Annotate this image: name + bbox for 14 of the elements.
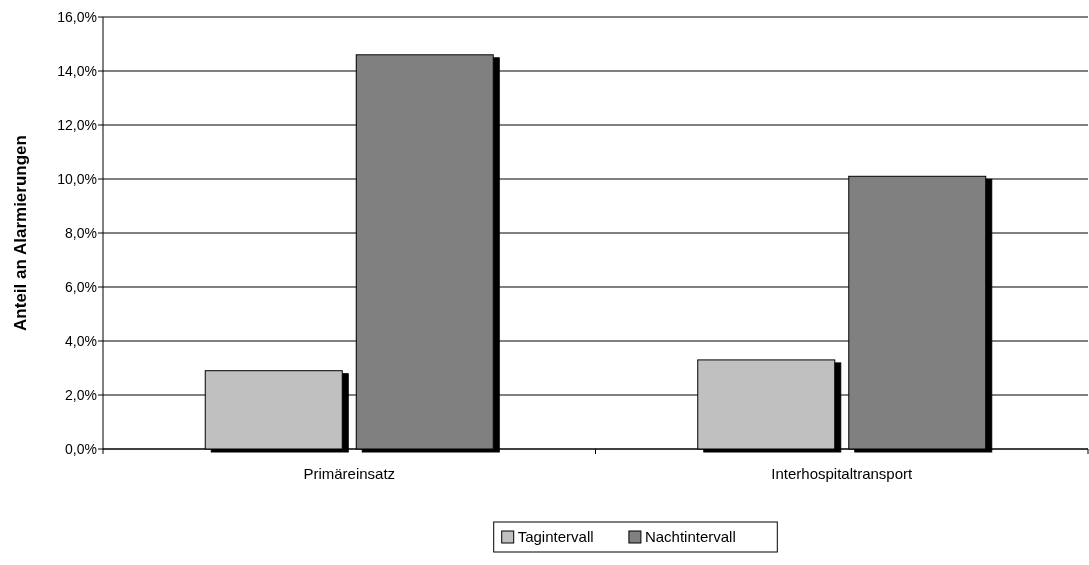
y-tick-label: 16,0%: [57, 8, 97, 25]
legend-label: Tagintervall: [517, 528, 594, 546]
y-axis-title: Anteil an Alarmierungen: [11, 135, 30, 331]
y-tick-label: 0,0%: [65, 440, 97, 457]
x-tick-label: Interhospitaltransport: [771, 465, 914, 482]
y-tick-label: 8,0%: [65, 224, 97, 241]
y-tick-label: 4,0%: [65, 332, 97, 349]
y-tick-label: 2,0%: [65, 386, 97, 403]
y-tick-label: 12,0%: [57, 116, 97, 133]
y-tick-label: 10,0%: [57, 170, 97, 187]
y-tick-label: 6,0%: [65, 278, 97, 295]
y-tick-label: 14,0%: [57, 62, 97, 79]
x-tick-label: Primäreinsatz: [303, 465, 396, 482]
legend-label: Nachtintervall: [644, 528, 736, 546]
